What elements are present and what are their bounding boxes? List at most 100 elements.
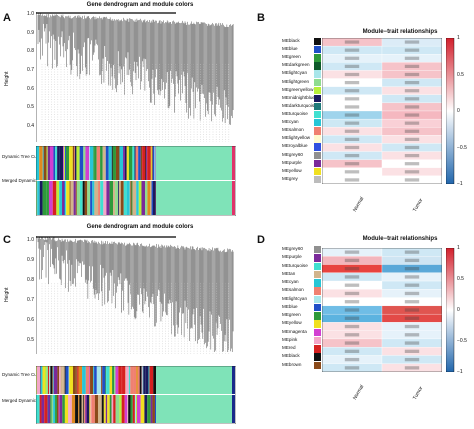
heatmap-cell-text <box>404 40 420 44</box>
module-color-band <box>65 146 66 180</box>
heatmap-cell-text <box>344 341 360 345</box>
module-color-band <box>127 395 129 423</box>
module-color-band <box>60 366 63 394</box>
module-color-band <box>57 366 60 394</box>
panel-d-col-tumor: Tumor <box>412 385 425 401</box>
panel-b-col-normal: Normal <box>352 196 366 213</box>
module-color-band <box>138 181 142 215</box>
module-swatch <box>314 345 321 353</box>
heatmap-cell-text <box>404 145 420 150</box>
heatmap-cell-text <box>404 324 420 329</box>
module-color-band <box>56 395 59 423</box>
module-color-band <box>146 146 148 180</box>
module-color-band <box>70 181 74 215</box>
module-swatch <box>314 336 321 345</box>
module-color-band <box>232 366 235 394</box>
module-row-label: MEmagenta <box>282 328 307 334</box>
module-swatch <box>314 54 321 62</box>
module-row-label: MEturquoise <box>282 111 308 116</box>
module-color-band <box>47 395 49 423</box>
module-color-band <box>42 366 45 394</box>
module-color-band <box>126 181 130 215</box>
colorbar-b <box>446 38 455 184</box>
module-color-band <box>232 181 235 215</box>
heatmap-cell-text <box>404 121 420 125</box>
colorbar-tick-label: −1 <box>457 181 463 187</box>
module-color-band <box>138 146 141 180</box>
module-color-band <box>43 146 47 180</box>
module-color-band <box>136 181 139 215</box>
heatmap-cell-text <box>344 40 360 44</box>
module-row-label: MEsalmon <box>282 127 304 133</box>
module-color-band <box>131 181 133 215</box>
colorbar-tick-label: −1 <box>457 369 463 375</box>
module-row-label: MElightgreen <box>282 78 310 84</box>
module-row-label: MEblue <box>282 303 298 309</box>
module-color-band <box>47 146 50 180</box>
module-color-band <box>150 395 153 423</box>
module-swatch <box>314 151 321 159</box>
module-color-band <box>63 146 66 180</box>
module-swatch <box>314 143 321 151</box>
module-color-band <box>42 181 47 215</box>
module-color-band <box>107 395 110 423</box>
module-color-band <box>105 366 107 394</box>
module-color-band <box>119 395 122 423</box>
module-color-band <box>125 366 126 394</box>
ytick-label: 0.9 <box>27 29 34 36</box>
module-swatch <box>314 279 321 287</box>
heatmap-cell-text <box>344 89 360 93</box>
ytick-label: 0.8 <box>27 277 34 283</box>
colorbar-tick-label: −0.5 <box>457 338 467 344</box>
module-color-band <box>74 146 77 180</box>
module-row-label: MElightyellow <box>282 135 311 141</box>
module-color-band <box>37 181 40 215</box>
module-color-band <box>113 181 116 215</box>
module-row-label: MEyellow <box>282 320 302 326</box>
module-swatch <box>314 328 321 337</box>
module-swatch <box>314 111 321 119</box>
heatmap-cell-text <box>344 129 360 133</box>
heatmap-cell-text <box>404 105 420 109</box>
module-color-band <box>72 146 75 180</box>
module-color-band <box>94 181 99 215</box>
heatmap-cell-text <box>404 291 420 296</box>
module-color-band <box>152 181 156 215</box>
ytick-label: 0.7 <box>27 297 34 303</box>
module-color-band <box>71 395 76 423</box>
ytick-label: 0.5 <box>27 337 34 343</box>
heatmap-cell-text <box>344 333 360 337</box>
module-color-band <box>53 395 56 423</box>
heatmap-cell-text <box>344 97 360 101</box>
module-swatch <box>314 270 321 279</box>
heatmap-cell-text <box>344 324 360 329</box>
module-swatch <box>314 94 321 103</box>
module-color-band <box>50 395 52 423</box>
module-color-band <box>156 366 232 394</box>
panel-letter-a: A <box>3 12 11 24</box>
module-color-band <box>65 366 69 394</box>
heatmap-cell-text <box>404 72 420 77</box>
module-color-band <box>55 146 58 180</box>
heatmap-cell-text <box>344 357 360 362</box>
module-color-band <box>36 181 38 215</box>
module-color-band <box>100 366 102 394</box>
module-color-band <box>36 366 41 394</box>
panel-d-title: Module−trait relationships <box>362 236 438 242</box>
module-swatch <box>314 102 321 111</box>
heatmap-cell-text <box>344 56 360 60</box>
heatmap-cell-text <box>344 308 360 312</box>
heatmap-cell-text <box>344 153 360 158</box>
module-color-band <box>142 366 144 394</box>
module-color-band <box>64 395 69 423</box>
module-color-band <box>79 395 82 423</box>
module-color-band <box>72 366 76 394</box>
module-swatch <box>314 78 321 86</box>
module-color-band <box>84 181 88 215</box>
module-color-band <box>76 146 80 180</box>
module-color-band <box>69 181 71 215</box>
heatmap-cell-text <box>344 300 360 304</box>
module-color-band <box>83 395 85 423</box>
module-swatch <box>314 46 321 54</box>
module-color-band <box>75 395 79 423</box>
